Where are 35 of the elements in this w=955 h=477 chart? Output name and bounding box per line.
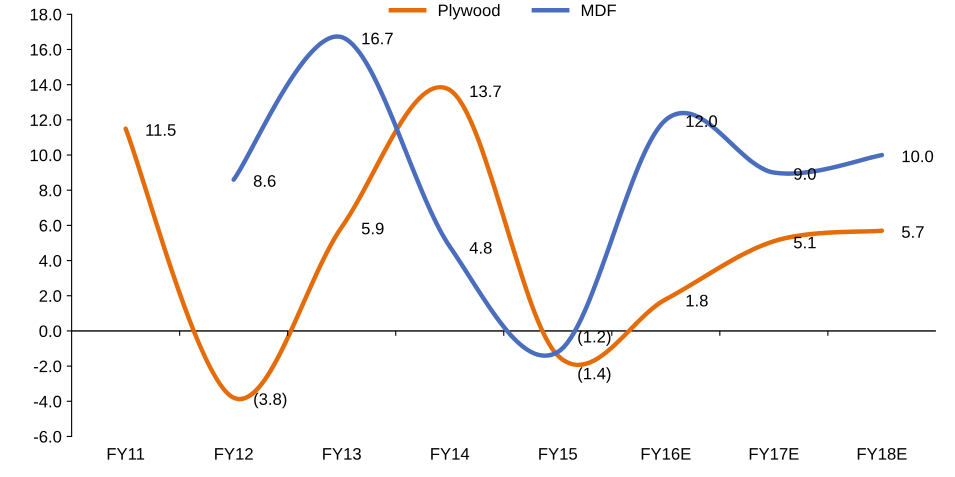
y-tick-label: -6.0	[34, 430, 62, 443]
y-tick-label: -4.0	[34, 396, 62, 408]
data-label: 4.8	[470, 242, 492, 254]
x-tick-label: FY15	[539, 448, 577, 460]
data-label: 16.7	[362, 32, 393, 44]
data-label: 8.6	[254, 175, 276, 187]
x-tick-label: FY12	[215, 448, 253, 460]
y-tick-label: 4.0	[39, 254, 62, 267]
y-tick-label: 14.0	[30, 79, 62, 91]
y-tick-label: 18.0	[30, 8, 62, 21]
x-tick-label: FY17E	[750, 448, 799, 460]
data-label: 11.5	[146, 124, 176, 136]
x-tick-label: FY18E	[858, 448, 907, 460]
y-tick-label: 16.0	[30, 44, 62, 56]
legend-label: Plywood	[438, 4, 500, 20]
x-tick-label: FY16E	[642, 448, 691, 460]
y-tick-label: 12.0	[30, 114, 62, 126]
y-tick-label: 0.0	[39, 325, 62, 338]
data-label: (1.4)	[578, 367, 610, 383]
y-tick-label: -2.0	[34, 360, 62, 372]
y-tick-label: 2.0	[40, 290, 62, 302]
data-label: 10.0	[902, 150, 934, 162]
data-label: 5.7	[902, 226, 924, 238]
data-label: 5.9	[362, 222, 384, 234]
x-tick-label: FY13	[323, 448, 361, 460]
y-tick-label: 6.0	[40, 220, 62, 232]
data-label: 5.1	[794, 236, 816, 248]
x-tick-label: FY14	[431, 448, 470, 460]
x-tick-label: FY11	[108, 448, 144, 460]
data-label: 1.8	[686, 294, 708, 307]
legend-label: MDF	[582, 4, 616, 16]
y-tick-label: 10.0	[30, 149, 62, 162]
data-label: 13.7	[470, 85, 501, 98]
data-label: (3.8)	[254, 392, 286, 408]
y-tick-label: 8.0	[39, 184, 62, 196]
